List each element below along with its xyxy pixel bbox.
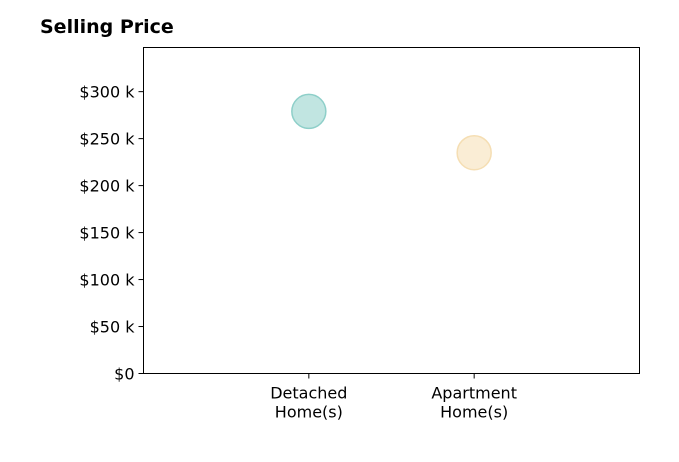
x-tick-label: Apartment Home(s) [431, 384, 517, 422]
data-point [456, 134, 492, 171]
data-markers [291, 93, 492, 171]
y-tick-label: $150 k [79, 224, 135, 243]
y-tick-label: $300 k [79, 83, 135, 102]
y-tick-label: $0 [114, 365, 134, 384]
y-tick-label: $250 k [79, 130, 135, 149]
chart-title: Selling Price [40, 16, 174, 38]
x-tick-label: Detached Home(s) [270, 384, 347, 422]
x-axis: Detached Home(s) Apartment Home(s) [270, 373, 517, 422]
y-tick-label: $50 k [90, 318, 136, 337]
y-tick-label: $100 k [79, 271, 135, 290]
plot-frame [143, 47, 640, 374]
y-tick-label: $200 k [79, 177, 135, 196]
data-point [291, 93, 327, 130]
y-axis: $0 $50 k $100 k $150 k $200 k $250 k $300 k [79, 83, 144, 384]
